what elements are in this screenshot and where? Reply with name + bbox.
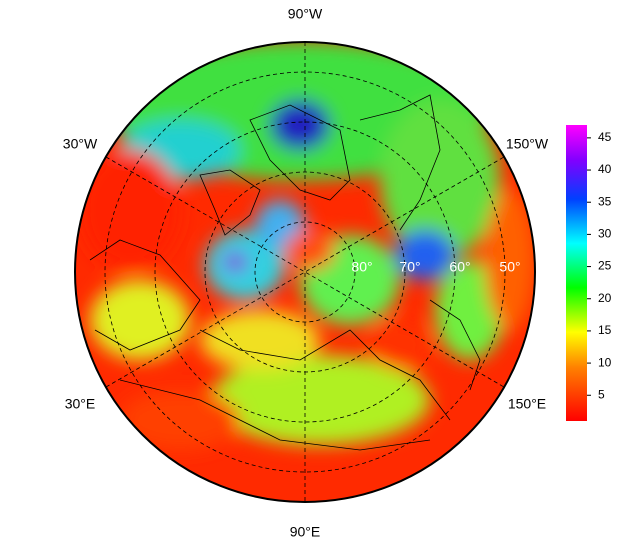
colorbar-tick-label: 15 (598, 323, 612, 337)
map-field (75, 42, 535, 502)
colorbar-tick-label: 40 (598, 162, 612, 176)
colorbar-tick-label: 10 (598, 355, 612, 369)
map-border (74, 41, 536, 503)
colorbar-tick-label: 45 (598, 130, 612, 144)
colorbar-tick-label: 5 (598, 387, 605, 401)
colorbar (566, 125, 587, 421)
latitude-label: 70° (399, 259, 420, 275)
meridian-label: 90°W (288, 6, 323, 22)
colorbar-tick-label: 25 (598, 259, 612, 273)
meridian-label: 90°E (290, 524, 321, 540)
colorbar-tick-label: 35 (598, 194, 612, 208)
colorbar-tick-label: 20 (598, 291, 612, 305)
latitude-label: 80° (351, 259, 372, 275)
meridian-label: 150°W (506, 136, 549, 152)
colorbar-tick-label: 30 (598, 227, 612, 241)
latitude-label: 60° (449, 259, 470, 275)
meridian-label: 30°E (65, 396, 96, 412)
meridian-label: 150°E (508, 396, 546, 412)
meridian-label: 30°W (63, 136, 98, 152)
latitude-label: 50° (499, 259, 520, 275)
